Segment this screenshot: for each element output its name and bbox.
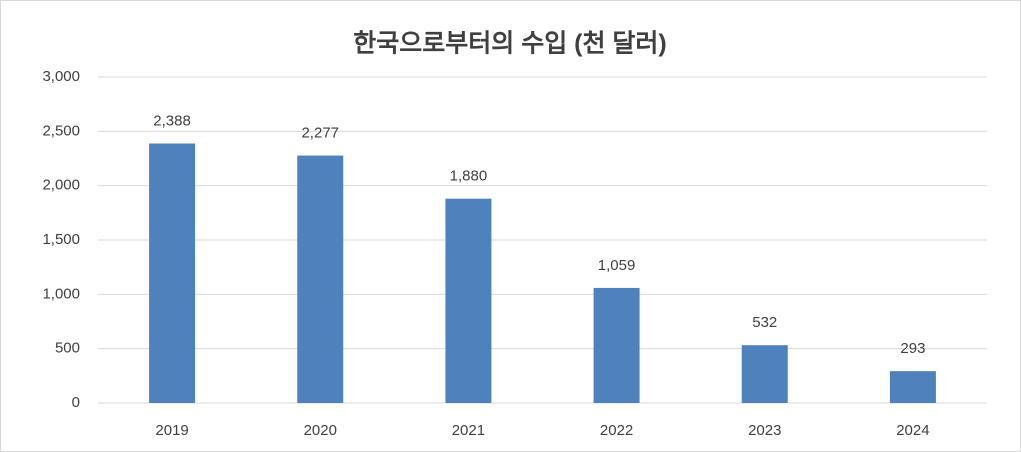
y-tick-label: 500 (55, 340, 80, 357)
data-label: 2,388 (153, 112, 191, 129)
y-tick-label: 2,500 (42, 122, 80, 139)
y-tick-label: 3,000 (42, 68, 80, 85)
x-tick-label: 2023 (748, 422, 781, 439)
y-tick-label: 1,500 (42, 231, 80, 248)
y-tick-label: 0 (72, 394, 80, 411)
x-tick-label: 2020 (304, 422, 337, 439)
bar (741, 345, 788, 403)
y-tick-label: 2,000 (42, 177, 80, 194)
bar (445, 198, 492, 403)
bar (889, 371, 936, 403)
data-label: 2,277 (301, 125, 339, 142)
data-label: 1,059 (598, 257, 636, 274)
x-tick-label: 2021 (452, 422, 485, 439)
chart-title: 한국으로부터의 수입 (천 달러) (353, 30, 667, 58)
data-label: 532 (752, 314, 777, 331)
x-tick-label: 2019 (155, 422, 188, 439)
data-label: 1,880 (450, 168, 488, 185)
bar (149, 143, 196, 403)
bar (593, 287, 640, 403)
x-tick-label: 2024 (896, 422, 929, 439)
x-tick-label: 2022 (600, 422, 633, 439)
data-label: 293 (900, 340, 925, 357)
bar (297, 155, 344, 403)
y-tick-label: 1,000 (42, 285, 80, 302)
